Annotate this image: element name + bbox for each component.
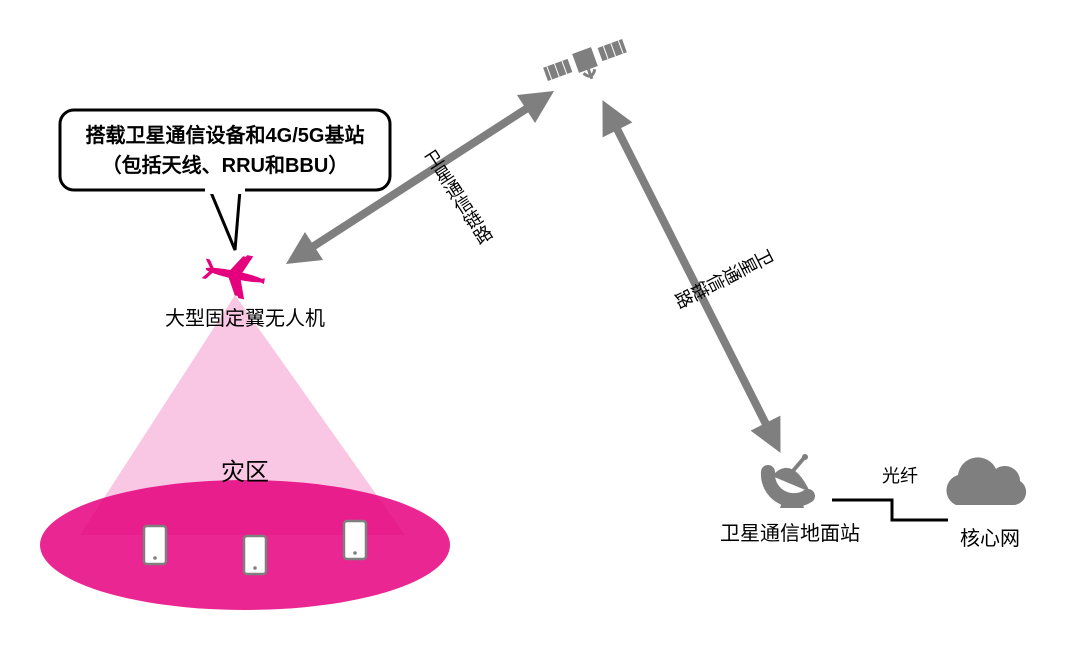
link-ground-core [832, 500, 948, 520]
cloud-icon [946, 457, 1026, 505]
airplane-icon [199, 247, 269, 303]
ground-station-label: 卫星通信地面站 [720, 522, 860, 545]
phone-icon [144, 526, 166, 564]
drone-label: 大型固定翼无人机 [165, 307, 325, 330]
core-network-label: 核心网 [960, 527, 1020, 550]
link-ground-core-label: 光纤 [882, 466, 918, 486]
callout-line1: 搭载卫星通信设备和4G/5G基站 [86, 123, 365, 147]
ground-station-icon [768, 454, 810, 508]
phone-icon [244, 536, 266, 574]
disaster-zone-label: 灾区 [221, 459, 269, 486]
link-drone-satellite-label: 卫星通信链路 [420, 146, 496, 247]
diagram-canvas: 灾区 卫星通信链路 卫星通信链路 光纤 [0, 0, 1080, 660]
link-satellite-ground-label: 卫星通信链路 [671, 244, 776, 311]
phone-icon [344, 521, 366, 559]
satellite-icon [542, 36, 631, 93]
link-satellite-ground [610, 115, 773, 438]
callout-line2: （包括天线、RRU和BBU） [102, 153, 349, 177]
